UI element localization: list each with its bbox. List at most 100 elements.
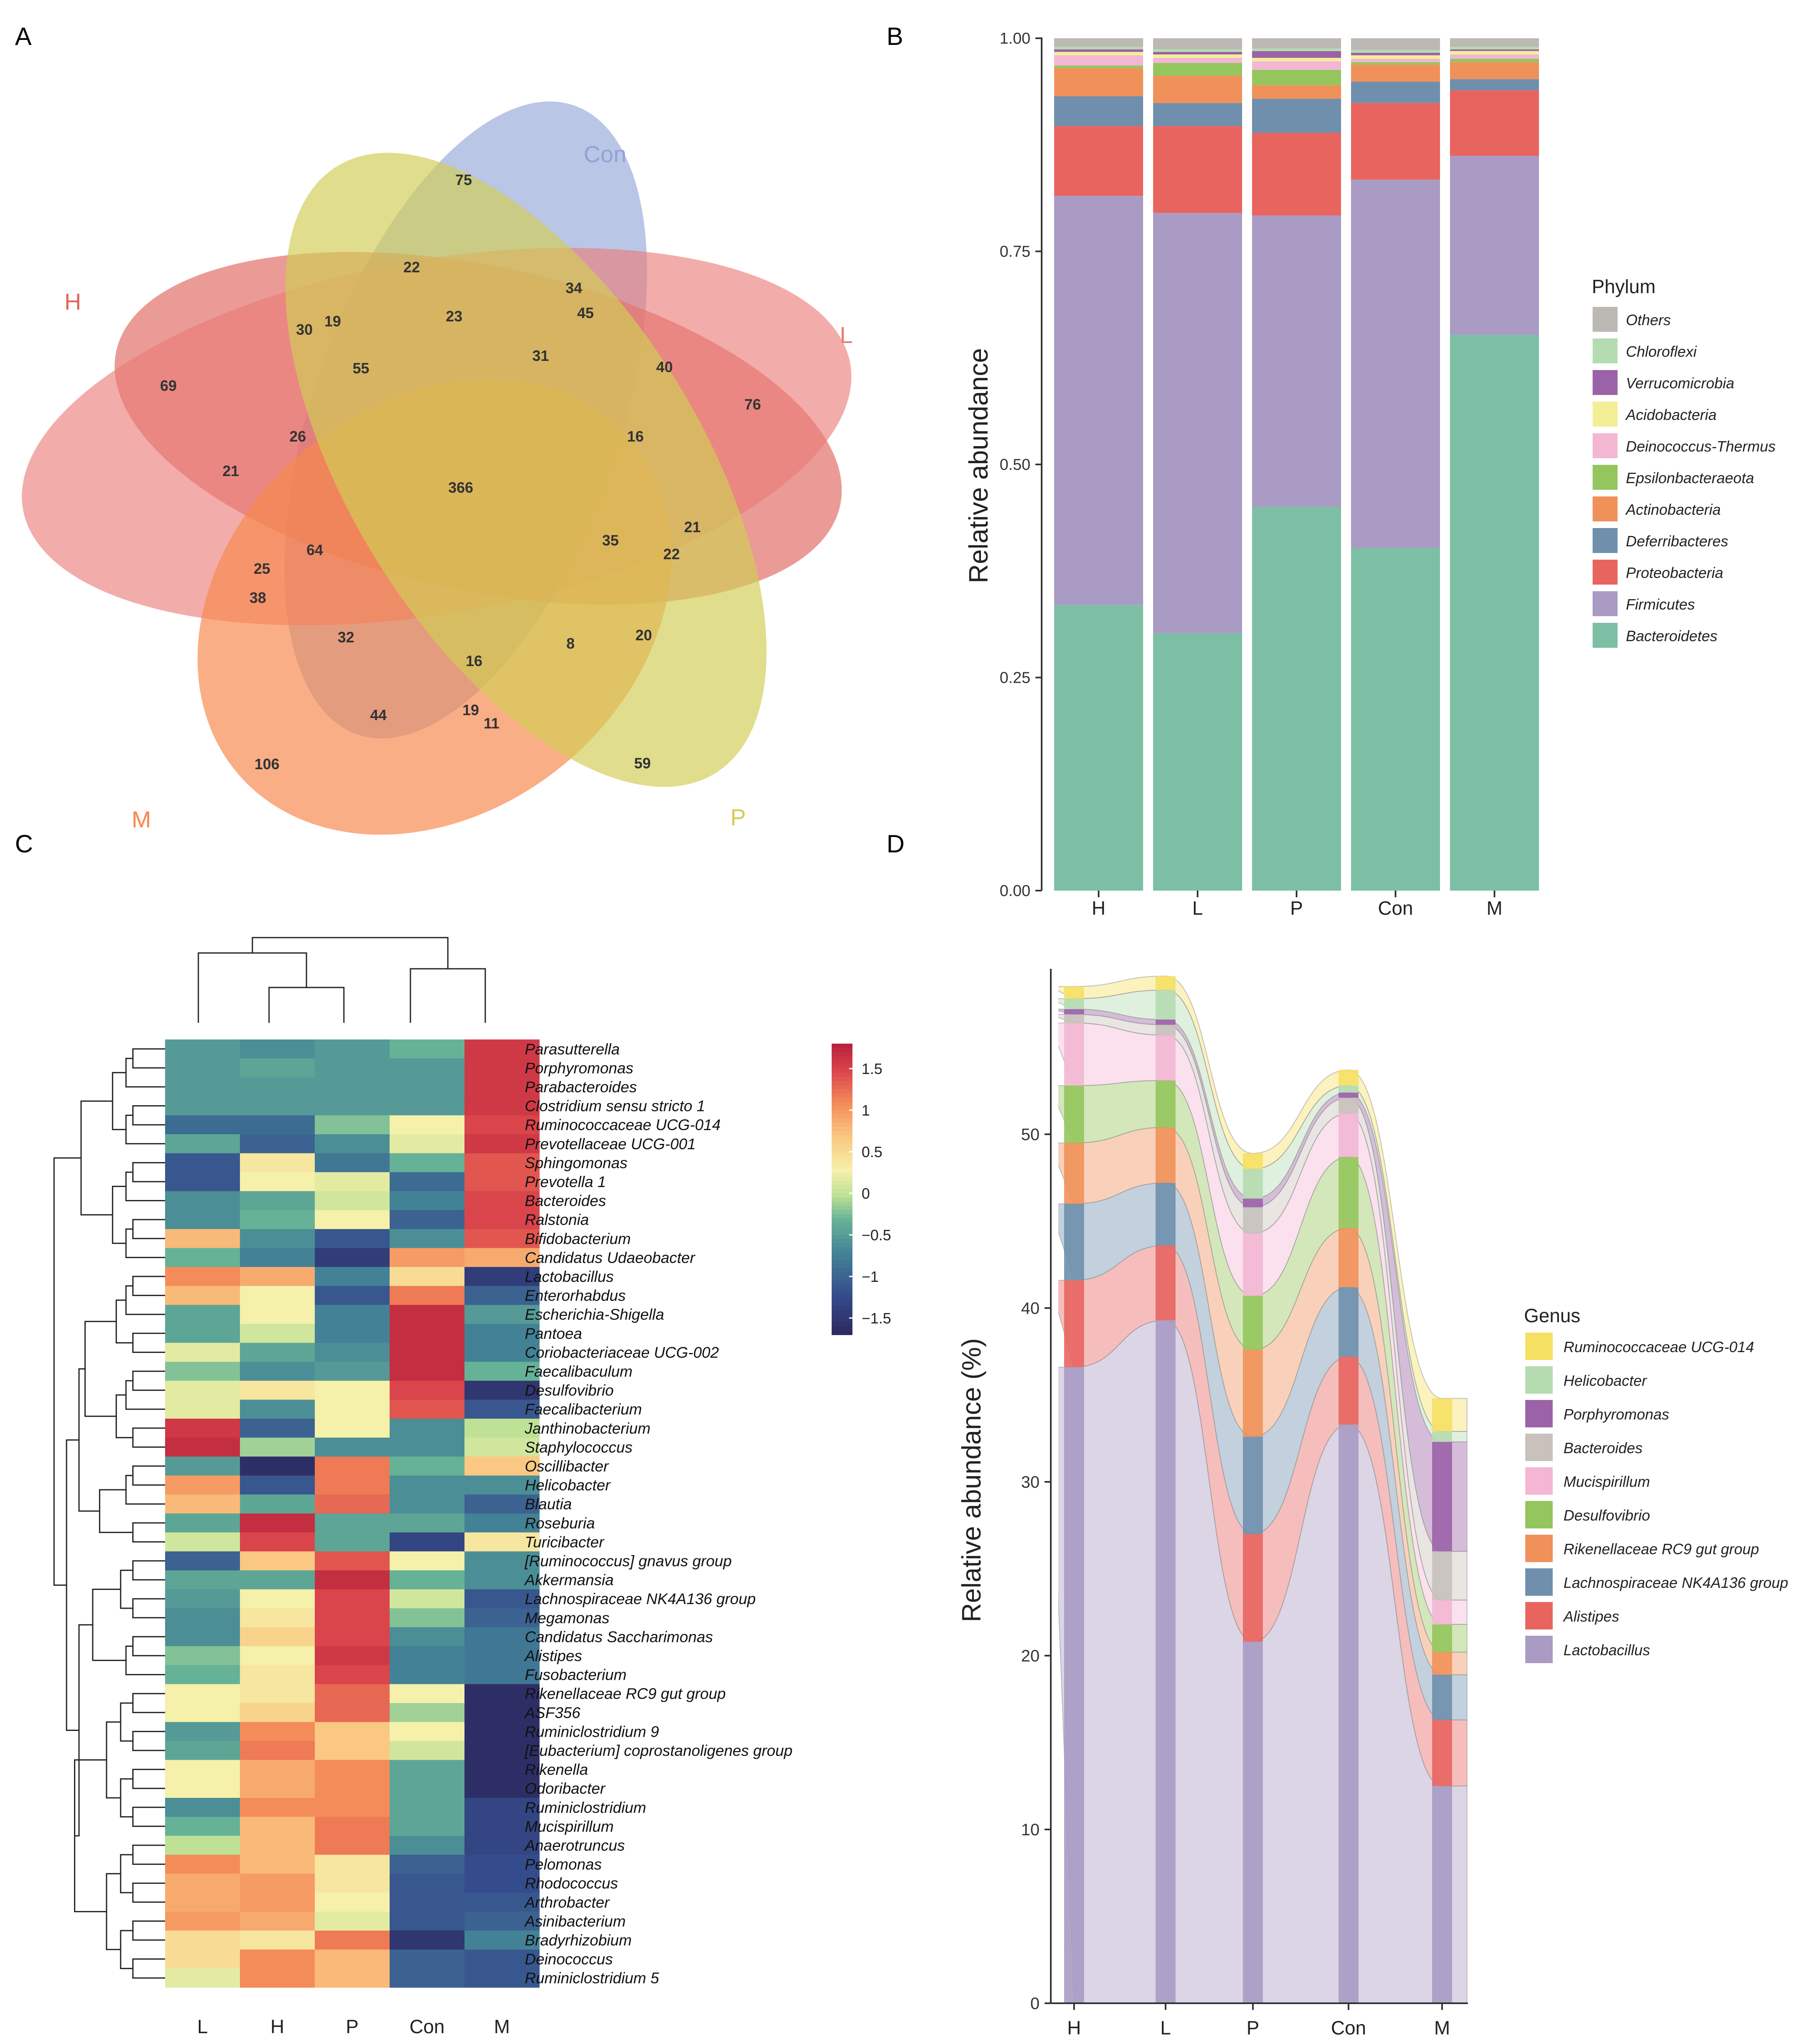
heatmap-cell-bacteroides-l — [165, 1191, 240, 1210]
heatmap-cell-pelomonas-l — [165, 1854, 240, 1874]
heatmap-cell-akkermansia-l — [165, 1570, 240, 1590]
heatmap-cell-faecalibacterium-p — [315, 1400, 390, 1419]
bar-m-proteobacteria — [1450, 90, 1539, 156]
heatmap-row-label: Turicibacter — [525, 1533, 605, 1550]
heatmap-cell-enterorhabdus-m — [464, 1286, 540, 1305]
genus-legend-swatch-desulfovibrio — [1525, 1501, 1553, 1528]
panel-label-c: C — [15, 830, 33, 858]
heatmap-cell-akkermansia-p — [315, 1570, 390, 1590]
heatmap-cell-turicibacter-l — [165, 1532, 240, 1552]
heatmap-cell-parasutterella-p — [315, 1039, 390, 1059]
heatmap-cell-bacteroides-con — [390, 1191, 465, 1210]
heatmap-cell-rhodococcus-h — [240, 1874, 315, 1893]
bar-con-chloroflexi — [1351, 50, 1440, 53]
area-column-p-helicobacter — [1243, 1169, 1263, 1199]
area-column-p-bacteroides — [1243, 1207, 1263, 1234]
heatmap-color-scale: 1.5 1 0.5 0 −0.5 −1 −1.5 — [832, 1044, 891, 1335]
venn-count-r21: 20 — [635, 627, 652, 644]
heatmap-cell-desulfovibrio-con — [390, 1380, 465, 1400]
bar-h-deinococcus-thermus — [1054, 55, 1143, 66]
bar-l-chloroflexi — [1153, 49, 1242, 52]
heatmap-cell-clostridium-sensu-stricto-1-h — [240, 1096, 315, 1116]
heatmap-row-label: Prevotella 1 — [525, 1173, 606, 1190]
heatmap-cell-arthrobacter-p — [315, 1893, 390, 1912]
phylum-legend-swatch-bacteroidetes — [1593, 623, 1618, 648]
row-dendro-link-17-19 — [125, 1380, 165, 1410]
area-column-h-ruminococcaceae-ucg-014 — [1064, 986, 1084, 999]
phylum-legend-label-actinobacteria: Actinobacteria — [1625, 501, 1721, 518]
phylum-legend-label-others: Others — [1626, 311, 1671, 328]
heatmap-cell-prevotella-1-p — [315, 1172, 390, 1192]
heatmap-row-label: Odoribacter — [525, 1780, 606, 1797]
area-column-con-porphyromonas — [1339, 1092, 1359, 1098]
heatmap-col-label-m: M — [494, 2016, 510, 2037]
area-column-l-bacteroides — [1156, 1024, 1176, 1035]
heatmap-row-label: Porphyromonas — [525, 1059, 633, 1076]
venn-count-r23: 44 — [370, 706, 387, 723]
color-scale-step — [832, 1094, 852, 1098]
row-dendro-link-6-8 — [125, 1171, 165, 1202]
venn-count-r2: 34 — [566, 279, 582, 296]
heatmap-cell-candidatus-udaeobacter-p — [315, 1248, 390, 1267]
area-x-label-l: L — [1160, 2017, 1171, 2039]
heatmap-col-label-h: H — [270, 2016, 284, 2037]
panel-label-b: B — [887, 22, 903, 50]
area-column-l-alistipes — [1156, 1245, 1176, 1321]
heatmap-row-label: Desulfovibrio — [525, 1382, 614, 1399]
venn-count-r3: 45 — [577, 304, 594, 321]
color-scale-step — [832, 1231, 852, 1235]
bar-m-deinococcus-thermus — [1450, 54, 1539, 59]
venn-count-r8: 31 — [532, 347, 549, 364]
heatmap-cell-rhodococcus-p — [315, 1874, 390, 1893]
area-column-l-rikenellaceae-rc9-gut-group — [1156, 1127, 1176, 1183]
heatmap-row-label: Faecalibaculum — [525, 1363, 632, 1380]
row-dendro-link-15-16 — [132, 1333, 165, 1353]
heatmap-cell-ruminiclostridium-con — [390, 1798, 465, 1817]
heatmap-cell-enterorhabdus-h — [240, 1286, 315, 1305]
heatmap-cell-lachnospiraceae-nk4a136-group-h — [240, 1589, 315, 1609]
heatmap-cell-blautia-con — [390, 1494, 465, 1514]
heatmap-cell-clostridium-sensu-stricto-1-l — [165, 1096, 240, 1116]
heatmap-cell-rhodococcus-m — [464, 1874, 540, 1893]
bar-m-epsilonbacteraeota — [1450, 59, 1539, 62]
heatmap-cell-bifidobacterium-p — [315, 1229, 390, 1249]
bar-l-acidobacteria — [1153, 54, 1242, 58]
heatmap-row-label: ASF356 — [524, 1704, 580, 1721]
col-dendro-link-1 — [268, 987, 345, 1023]
genus-legend-label-bacteroides: Bacteroides — [1564, 1439, 1643, 1456]
color-scale-step — [832, 1326, 852, 1331]
heatmap-cell-desulfovibrio-m — [464, 1380, 540, 1400]
genus-legend-label-desulfovibrio: Desulfovibrio — [1564, 1507, 1650, 1524]
heatmap-cell-ruminococcaceae-ucg-014-p — [315, 1115, 390, 1135]
genus-legend-label-alistipes: Alistipes — [1563, 1608, 1619, 1625]
row-dendro-link-46-47 — [132, 1920, 165, 1941]
row-dendro-link-9-11 — [125, 1228, 165, 1258]
color-scale-tick-label: 0 — [862, 1185, 870, 1202]
color-scale-step — [832, 1160, 852, 1165]
phylum-legend-swatch-acidobacteria — [1593, 402, 1618, 427]
venn-count-r1: 22 — [403, 259, 420, 276]
bar-p-chloroflexi — [1252, 48, 1341, 51]
row-dendro-link-42-49 — [106, 1873, 121, 1950]
color-scale-step — [832, 1044, 852, 1048]
heatmap-cell-akkermansia-h — [240, 1570, 315, 1590]
color-scale-step — [832, 1139, 852, 1144]
heatmap-cell-mucispirillum-m — [464, 1817, 540, 1836]
row-dendro-link-31-32 — [132, 1636, 165, 1656]
area-column-m-alistipes — [1432, 1720, 1452, 1786]
color-scale-step — [832, 1289, 852, 1294]
venn-count-all: 366 — [448, 479, 473, 496]
heatmap-cell-helicobacter-h — [240, 1475, 315, 1495]
area-column-p-mucispirillum — [1243, 1233, 1263, 1296]
bar-h-epsilonbacteraeota — [1054, 65, 1143, 68]
heatmap-cell-desulfovibrio-h — [240, 1380, 315, 1400]
phylum-legend-swatch-epsilonbacteraeota — [1593, 465, 1618, 490]
bar-h-chloroflexi — [1054, 47, 1143, 49]
heatmap-cell-prevotellaceae-ucg-001-p — [315, 1134, 390, 1154]
heatmap-cell-candidatus-saccharimonas-p — [315, 1627, 390, 1647]
heatmap-cell-coriobacteriaceae-ucg-002-h — [240, 1343, 315, 1362]
area-column-h-bacteroides — [1064, 1014, 1084, 1023]
bar-con-others — [1351, 38, 1440, 50]
color-scale-step — [832, 1168, 852, 1173]
heatmap-cell-ruminiclostridium-9-con — [390, 1722, 465, 1741]
